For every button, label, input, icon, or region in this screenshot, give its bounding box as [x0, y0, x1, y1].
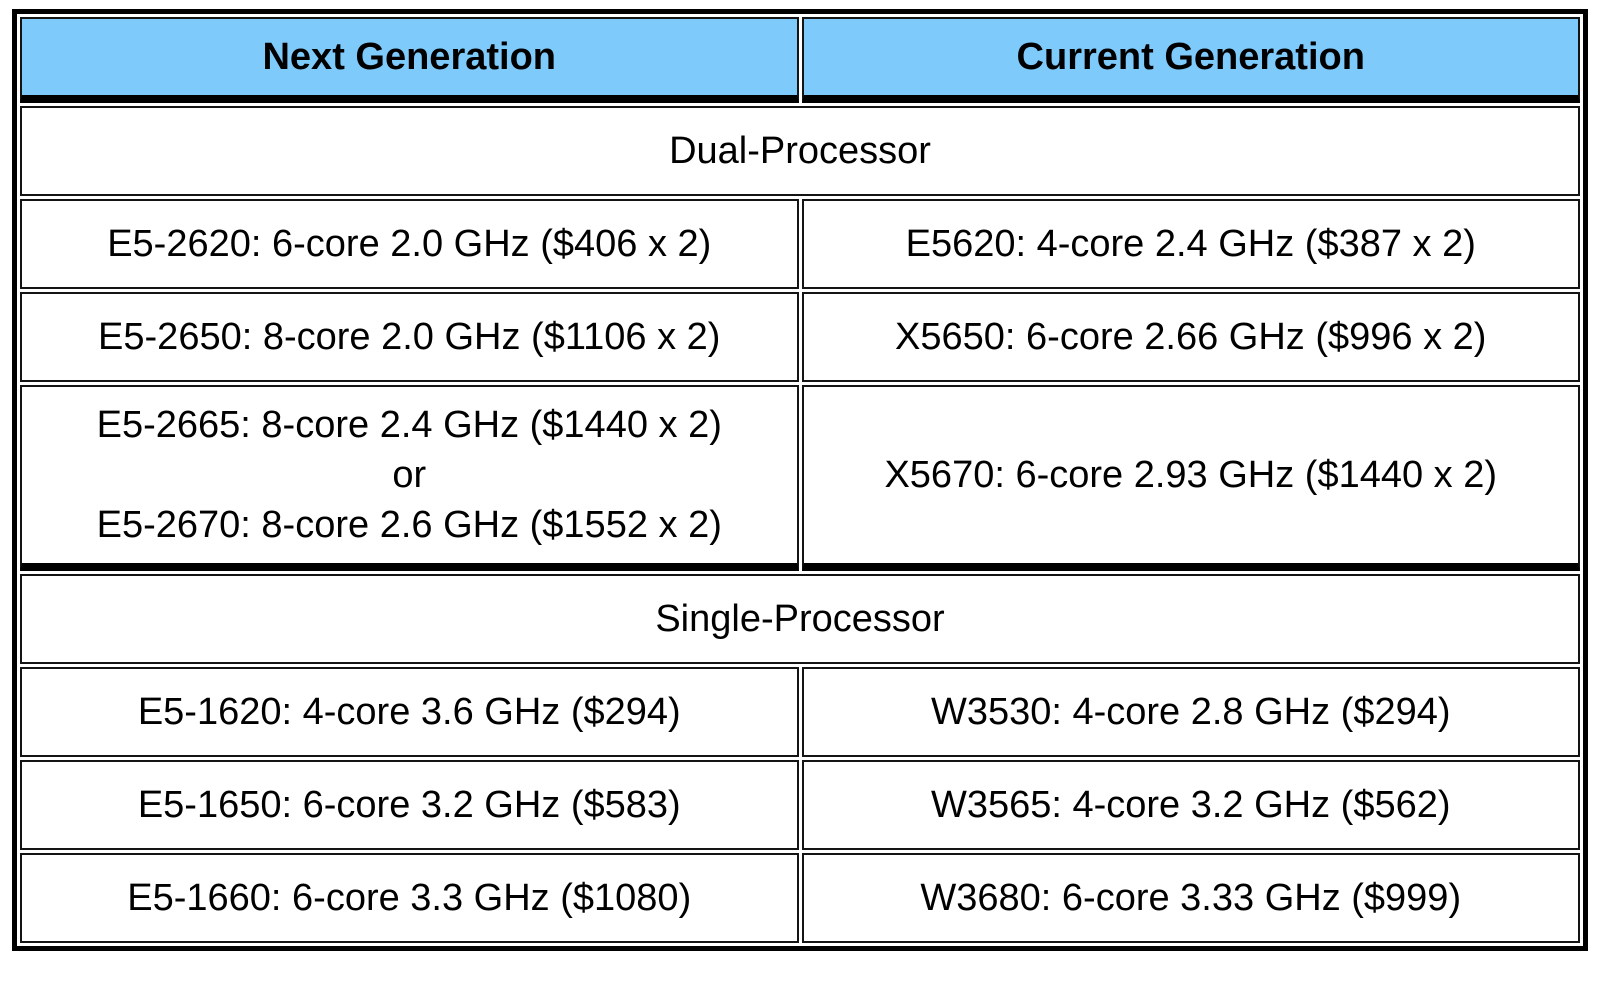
- cell-current-gen: W3530: 4-core 2.8 GHz ($294): [801, 667, 1580, 757]
- table-row: E5-1650: 6-core 3.2 GHz ($583) W3565: 4-…: [20, 760, 1580, 850]
- cell-current-gen: W3680: 6-core 3.33 GHz ($999): [801, 853, 1580, 943]
- cell-current-gen: E5620: 4-core 2.4 GHz ($387 x 2): [801, 199, 1580, 289]
- section-title-row-dual: Dual-Processor: [20, 106, 1580, 196]
- section-title-single-processor: Single-Processor: [20, 574, 1580, 664]
- cpu-option-line: E5-2670: 8-core 2.6 GHz ($1552 x 2): [96, 504, 722, 547]
- cell-next-gen-options: E5-2665: 8-core 2.4 GHz ($1440 x 2) or E…: [20, 385, 799, 571]
- table-row: E5-2650: 8-core 2.0 GHz ($1106 x 2) X565…: [20, 292, 1580, 382]
- column-header-current-generation: Current Generation: [801, 17, 1580, 103]
- cell-current-gen: W3565: 4-core 3.2 GHz ($562): [801, 760, 1580, 850]
- table-row: E5-1620: 4-core 3.6 GHz ($294) W3530: 4-…: [20, 667, 1580, 757]
- cell-current-gen: X5650: 6-core 2.66 GHz ($996 x 2): [801, 292, 1580, 382]
- cpu-comparison-table: Next Generation Current Generation Dual-…: [12, 9, 1588, 951]
- table-row: E5-2665: 8-core 2.4 GHz ($1440 x 2) or E…: [20, 385, 1580, 571]
- column-header-next-generation: Next Generation: [20, 17, 799, 103]
- cell-next-gen: E5-1660: 6-core 3.3 GHz ($1080): [20, 853, 799, 943]
- header-row: Next Generation Current Generation: [20, 17, 1580, 103]
- cell-next-gen: E5-1650: 6-core 3.2 GHz ($583): [20, 760, 799, 850]
- cell-next-gen: E5-2650: 8-core 2.0 GHz ($1106 x 2): [20, 292, 799, 382]
- cell-next-gen: E5-1620: 4-core 3.6 GHz ($294): [20, 667, 799, 757]
- section-title-dual-processor: Dual-Processor: [20, 106, 1580, 196]
- table-row: E5-1660: 6-core 3.3 GHz ($1080) W3680: 6…: [20, 853, 1580, 943]
- table-row: E5-2620: 6-core 2.0 GHz ($406 x 2) E5620…: [20, 199, 1580, 289]
- or-separator-text: or: [392, 453, 427, 496]
- section-title-row-single: Single-Processor: [20, 574, 1580, 664]
- cell-current-gen: X5670: 6-core 2.93 GHz ($1440 x 2): [801, 385, 1580, 571]
- cpu-option-line: E5-2665: 8-core 2.4 GHz ($1440 x 2): [96, 403, 722, 446]
- cell-next-gen: E5-2620: 6-core 2.0 GHz ($406 x 2): [20, 199, 799, 289]
